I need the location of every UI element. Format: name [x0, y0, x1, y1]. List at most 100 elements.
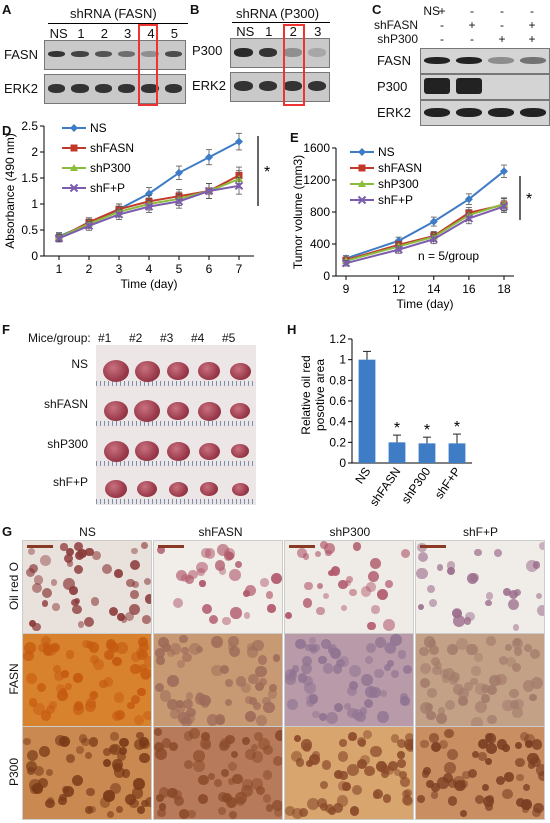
tumor-specimen	[103, 360, 129, 382]
cell-nucleus	[511, 637, 523, 649]
cell-nucleus	[61, 670, 69, 678]
cell-nucleus	[111, 710, 123, 722]
cell-nucleus	[181, 646, 189, 655]
cell-nucleus	[537, 604, 544, 616]
tumor-specimen	[167, 362, 189, 380]
panel-f-tumor-photos	[96, 345, 256, 505]
cell-nucleus	[199, 580, 206, 587]
x-tick-label: shP300	[399, 464, 434, 506]
cell-nucleus	[71, 598, 79, 606]
cell-nucleus	[223, 551, 234, 561]
cell-nucleus	[200, 731, 210, 741]
cell-nucleus	[222, 616, 231, 626]
cell-nucleus	[390, 634, 402, 646]
cell-nucleus	[139, 663, 148, 673]
data-point	[234, 181, 244, 191]
histology-image	[415, 726, 545, 820]
cell-nucleus	[105, 639, 117, 650]
cell-nucleus	[349, 680, 358, 690]
cell-nucleus	[346, 576, 353, 583]
panel-f-column-labels: #1 #2 #3 #4 #5	[98, 331, 258, 347]
cell-nucleus	[352, 785, 363, 796]
cell-nucleus	[304, 681, 317, 694]
cell-nucleus	[323, 592, 330, 599]
cell-nucleus	[138, 641, 149, 652]
cell-nucleus	[308, 693, 319, 704]
lane-label: NS	[49, 26, 68, 41]
cell-nucleus	[447, 644, 459, 656]
x-axis-label: Time (day)	[397, 297, 454, 311]
x-tick-label: 7	[236, 262, 243, 276]
cell-nucleus	[420, 678, 431, 689]
blot-band	[164, 83, 182, 93]
panel-f-row-label: shFASN	[43, 397, 88, 411]
cell-nucleus	[137, 687, 146, 696]
cell-nucleus	[362, 729, 373, 740]
histology-image	[284, 726, 414, 820]
lane-label: 3	[124, 26, 132, 41]
cell-nucleus	[315, 606, 325, 616]
cell-nucleus	[295, 638, 306, 650]
cell-nucleus	[357, 736, 366, 746]
cell-nucleus	[119, 737, 129, 748]
blot-band	[424, 57, 450, 64]
cell-nucleus	[82, 639, 91, 648]
y-tick-label: 2	[31, 145, 38, 159]
cell-nucleus	[348, 732, 357, 742]
y-axis-label: Relative oil redposotive area	[299, 355, 327, 434]
cell-nucleus	[88, 737, 99, 747]
cell-nucleus	[493, 548, 502, 557]
panel-f-row-label: NS	[71, 357, 88, 371]
cell-nucleus	[425, 703, 434, 712]
cell-nucleus	[32, 622, 41, 632]
cell-nucleus	[72, 703, 85, 715]
cell-nucleus	[258, 738, 270, 750]
cell-nucleus	[512, 662, 522, 673]
panel-g-column-label: NS	[79, 525, 96, 539]
panel-f-column-label: #4	[191, 331, 205, 345]
cell-nucleus	[397, 751, 406, 759]
panel-a-title-line	[48, 23, 188, 24]
cell-nucleus	[89, 654, 99, 665]
cell-nucleus	[495, 673, 507, 686]
cell-nucleus	[243, 612, 251, 620]
cell-nucleus	[419, 646, 429, 657]
cell-nucleus	[367, 571, 379, 583]
cell-nucleus	[478, 752, 487, 761]
panel-f-row-label: shP300	[47, 437, 88, 451]
cell-nucleus	[319, 541, 329, 550]
panel-c-row-p300: P300	[377, 79, 408, 94]
cell-nucleus	[285, 611, 293, 619]
cell-nucleus	[298, 807, 309, 818]
cell-nucleus	[156, 655, 165, 665]
cell-nucleus	[66, 547, 75, 556]
cell-nucleus	[364, 765, 375, 777]
bar-shP300	[418, 443, 436, 463]
cell-nucleus	[458, 695, 468, 706]
cell-nucleus	[525, 740, 533, 749]
cell-nucleus	[200, 738, 211, 749]
cell-nucleus	[169, 643, 182, 655]
panel-c-row-fasn: FASN	[377, 53, 411, 68]
cell-nucleus	[196, 561, 208, 574]
cell-nucleus	[154, 728, 163, 737]
cell-nucleus	[177, 660, 185, 668]
cell-nucleus	[227, 636, 240, 648]
cell-nucleus	[431, 791, 439, 799]
data-point	[145, 189, 153, 198]
panel-e-note: n = 5/group	[418, 249, 479, 263]
cell-nucleus	[436, 564, 444, 572]
cell-nucleus	[502, 587, 511, 596]
cell-nucleus	[62, 577, 75, 590]
cell-nucleus	[88, 642, 100, 653]
cell-nucleus	[176, 700, 184, 708]
cell-nucleus	[303, 675, 314, 686]
bar-shF+P	[448, 443, 466, 463]
cell-nucleus	[253, 731, 263, 741]
cell-nucleus	[168, 741, 179, 752]
tumor-specimen	[229, 362, 251, 380]
cell-nucleus	[189, 643, 201, 655]
cell-nucleus	[305, 699, 314, 708]
cell-nucleus	[65, 682, 73, 690]
cell-nucleus	[426, 688, 437, 698]
